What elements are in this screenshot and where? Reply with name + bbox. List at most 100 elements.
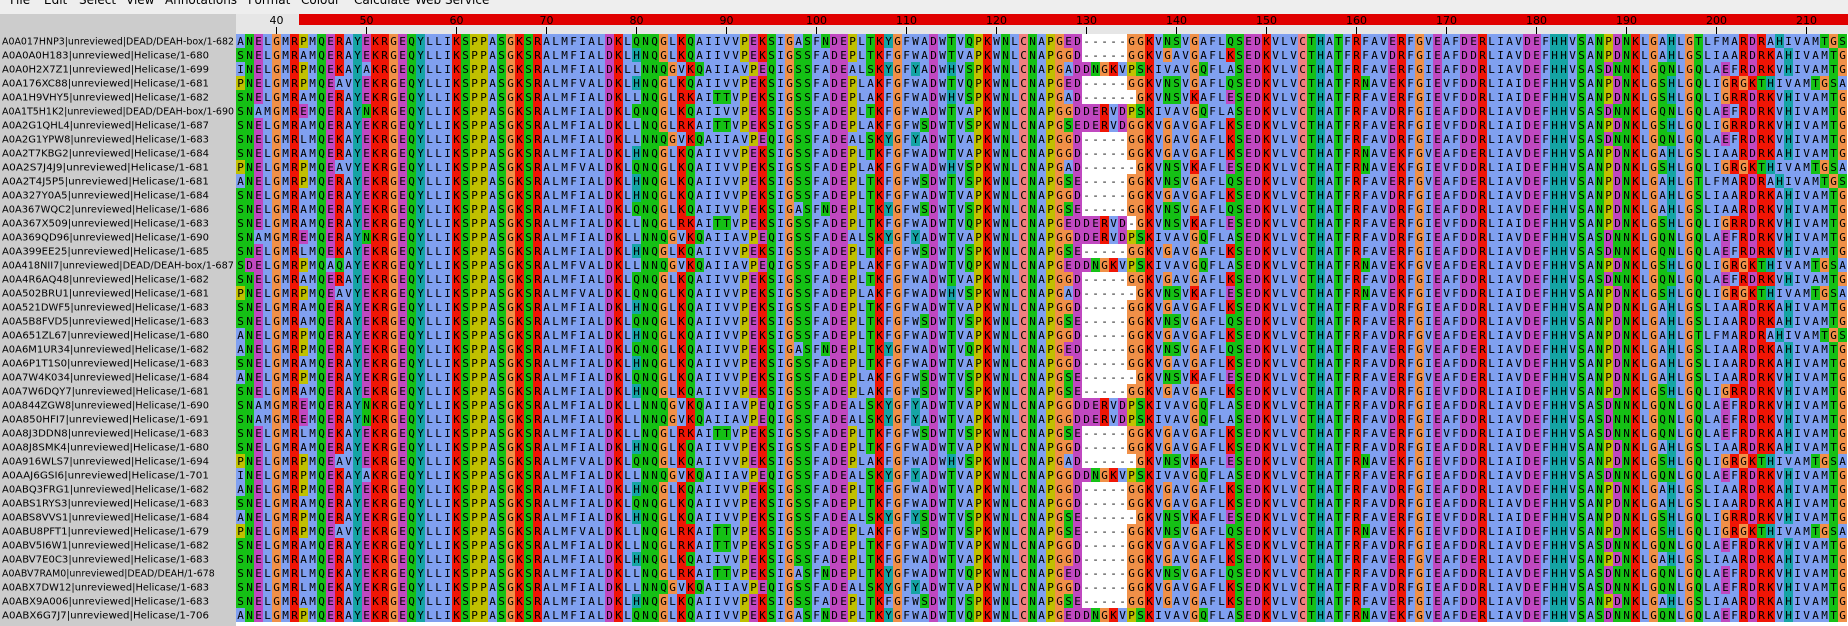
sequence-name[interactable]: A0A844ZGW8|unreviewed|Helicase/1-690 (2, 401, 209, 412)
sequence-name[interactable]: A0ABQ3FRG1|unreviewed|Helicase/1-682 (2, 485, 209, 496)
sequence-name[interactable]: A0A8J3DDN8|unreviewed|Helicase/1-683 (2, 429, 209, 440)
residue-cell (1361, 258, 1370, 272)
residue-cell (1811, 90, 1820, 104)
sequence-name[interactable]: A0ABX6G7J7|unreviewed|Helicase/1-706 (2, 611, 209, 622)
menu-item[interactable]: Edit (44, 0, 68, 7)
sequence-name[interactable]: A0A651ZL67|unreviewed|Helicase/1-680 (2, 331, 209, 342)
sequence-name[interactable]: A0ABV7E0C3|unreviewed|Helicase/1-683 (2, 555, 209, 566)
sequence-name[interactable]: A0A418NII7|unreviewed|DEAD/DEAH-box/1-68… (2, 261, 234, 272)
residue-cell (1253, 314, 1262, 328)
residue-cell (1505, 272, 1514, 286)
residue-cell (1604, 104, 1613, 118)
sequence-name[interactable]: A0A2G1QHL4|unreviewed|Helicase/1-687 (2, 121, 209, 132)
residue-cell (443, 230, 452, 244)
residue-cell (812, 104, 821, 118)
sequence-name[interactable]: A0A1H9VHY5|unreviewed|Helicase/1-682 (2, 93, 209, 104)
sequence-name[interactable]: A0A1T5H1K2|unreviewed|DEAD/DEAH-box/1-69… (2, 107, 234, 118)
residue-cell (1289, 300, 1298, 314)
sequence-name[interactable]: A0A2T7KBG2|unreviewed|Helicase/1-684 (2, 149, 209, 160)
menu-item[interactable]: Format (248, 0, 291, 7)
residue-cell (560, 76, 569, 90)
residue-cell (1667, 34, 1676, 48)
residue-cell (407, 174, 416, 188)
residue-cell (1172, 286, 1181, 300)
sequence-name[interactable]: A0ABV7RAM0|unreviewed|DEAD/DEAH/1-678 (2, 569, 215, 580)
residue-cell (1550, 216, 1559, 230)
residue-cell (1325, 216, 1334, 230)
sequence-name[interactable]: A0A176XC88|unreviewed|Helicase/1-681 (2, 79, 209, 90)
residue-cell (866, 90, 875, 104)
sequence-name[interactable]: A0A0H2X7Z1|unreviewed|Helicase/1-699 (2, 65, 209, 76)
residue-cell (794, 244, 803, 258)
residue-cell (1064, 314, 1073, 328)
sequence-name[interactable]: A0A2T4J5P5|unreviewed|Helicase/1-681 (2, 177, 209, 188)
sequence-name[interactable]: A0A850HFI7|unreviewed|Helicase/1-691 (2, 415, 209, 426)
sequence-name[interactable]: A0A7W6DQY7|unreviewed|Helicase/1-681 (2, 387, 209, 398)
residue-cell (1784, 202, 1793, 216)
sequence-name[interactable]: A0A8J8SMK4|unreviewed|Helicase/1-680 (2, 443, 209, 454)
residue-cell (290, 90, 299, 104)
menu-item[interactable]: Web Service (415, 0, 489, 7)
sequence-name[interactable]: A0A0A0H183|unreviewed|Helicase/1-680 (2, 51, 209, 62)
sequence-name[interactable]: A0A2G1YPW8|unreviewed|Helicase/1-683 (2, 135, 209, 146)
residue-cell (1136, 34, 1145, 48)
menu-item[interactable]: File (10, 0, 30, 7)
residue-cell (1271, 328, 1280, 342)
residue-cell (560, 160, 569, 174)
sequence-name[interactable]: A0A327Y0A5|unreviewed|Helicase/1-684 (2, 191, 209, 202)
sequence-name[interactable]: A0A399EE25|unreviewed|Helicase/1-685 (2, 247, 209, 258)
residue-cell (470, 230, 479, 244)
sequence-name[interactable]: A0A916WLS7|unreviewed|Helicase/1-694 (2, 457, 209, 468)
residue-cell (1757, 244, 1766, 258)
sequence-name[interactable]: A0AAJ6GSI6|unreviewed|Helicase/1-701 (2, 471, 209, 482)
residue-cell (542, 272, 551, 286)
residue-cell (893, 62, 902, 76)
residue-cell (1613, 328, 1622, 342)
residue-cell (1838, 216, 1847, 230)
sequence-name[interactable]: A0ABS1RYS3|unreviewed|Helicase/1-683 (2, 499, 209, 510)
menu-item[interactable]: Select (79, 0, 116, 7)
residue-cell (236, 48, 245, 62)
residue-cell (1550, 132, 1559, 146)
residue-cell (542, 34, 551, 48)
sequence-name[interactable]: A0ABV5I6W1|unreviewed|Helicase/1-682 (2, 541, 209, 552)
menu-item[interactable]: Colour (301, 0, 340, 7)
residue-cell (1811, 272, 1820, 286)
sequence-name[interactable]: A0ABX7DW12|unreviewed|Helicase/1-683 (2, 583, 209, 594)
residue-cell (461, 286, 470, 300)
residue-cell (776, 48, 785, 62)
residue-cell (1712, 160, 1721, 174)
residue-cell (1685, 188, 1694, 202)
residue-cell (659, 314, 668, 328)
sequence-name[interactable]: A0A6P1T1S0|unreviewed|Helicase/1-683 (2, 359, 209, 370)
residue-cell (398, 132, 407, 146)
sequence-name[interactable]: A0A5B8FVD5|unreviewed|Helicase/1-683 (2, 317, 209, 328)
sequence-name[interactable]: A0A521DWF5|unreviewed|Helicase/1-683 (2, 303, 209, 314)
residue-cell (1757, 272, 1766, 286)
sequence-name[interactable]: A0A7W4K034|unreviewed|Helicase/1-684 (2, 373, 209, 384)
sequence-name[interactable]: A0A017HNP3|unreviewed|DEAD/DEAH-box/1-68… (2, 37, 234, 48)
sequence-name[interactable]: A0A4R6AQ48|unreviewed|Helicase/1-682 (2, 275, 209, 286)
residue-cell (767, 90, 776, 104)
sequence-name[interactable]: A0ABU8PFT1|unreviewed|Helicase/1-679 (2, 527, 209, 538)
sequence-name[interactable]: A0A6M1UR34|unreviewed|Helicase/1-682 (2, 345, 209, 356)
menu-item[interactable]: Annotations (165, 0, 237, 7)
residue-cell (1505, 118, 1514, 132)
residue-cell (236, 216, 245, 230)
menu-item[interactable]: View (126, 0, 155, 7)
sequence-name[interactable]: A0A502BRU1|unreviewed|Helicase/1-681 (2, 289, 209, 300)
sequence-name[interactable]: A0A369QD96|unreviewed|Helicase/1-690 (2, 233, 209, 244)
menu-item[interactable]: Calculate (354, 0, 410, 7)
sequence-name[interactable]: A0ABX9A006|unreviewed|Helicase/1-683 (2, 597, 209, 608)
residue-cell (740, 48, 749, 62)
sequence-name[interactable]: A0A367WQC2|unreviewed|Helicase/1-686 (2, 205, 209, 216)
residue-cell (1451, 146, 1460, 160)
sequence-name[interactable]: A0A2S7J4J9|unreviewed|Helicase/1-681 (2, 163, 209, 174)
residue-cell (1388, 118, 1397, 132)
residue-cell (533, 118, 542, 132)
residue-cell (1388, 174, 1397, 188)
residue-cell (578, 328, 587, 342)
residue-cell (551, 272, 560, 286)
sequence-name[interactable]: A0A367X509|unreviewed|Helicase/1-683 (2, 219, 209, 230)
sequence-name[interactable]: A0ABS8VVS1|unreviewed|Helicase/1-684 (2, 513, 209, 524)
